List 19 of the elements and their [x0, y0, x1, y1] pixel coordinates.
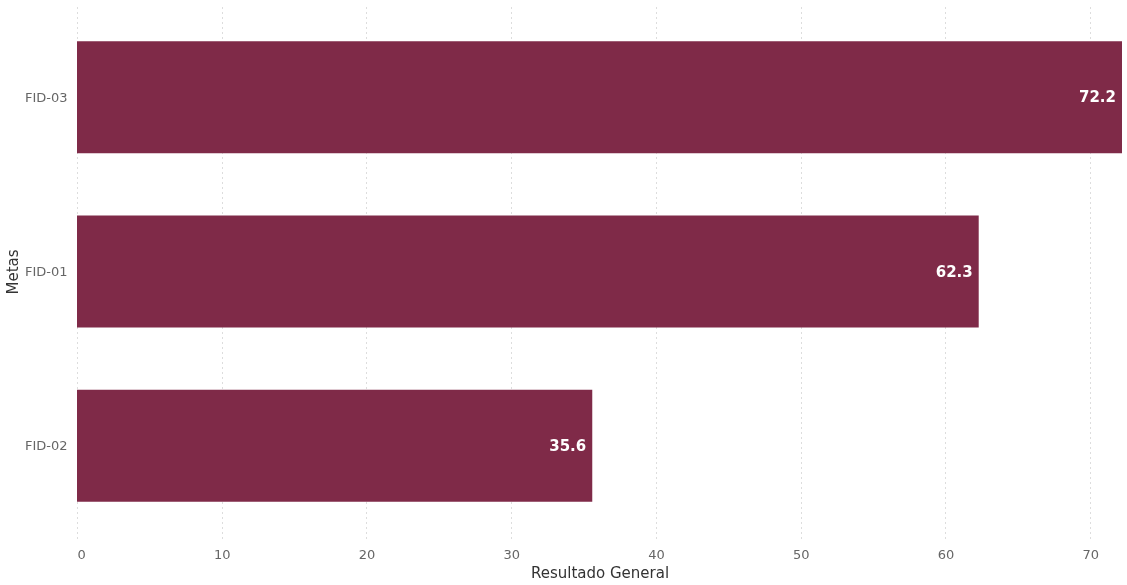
x-tick-label: 20	[358, 546, 376, 562]
bar	[77, 41, 1122, 154]
y-tick-label: FID-03	[24, 89, 68, 105]
x-tick-label: 0	[77, 546, 86, 562]
data-label: 62.3	[935, 262, 973, 281]
x-axis-title: Resultado General	[530, 563, 670, 582]
data-label: 35.6	[549, 436, 587, 455]
y-axis-title: Metas	[3, 249, 22, 295]
bar	[77, 389, 593, 502]
y-tick-label: FID-01	[24, 264, 68, 279]
x-tick-label: 40	[648, 546, 665, 562]
x-tick-label: 70	[1082, 546, 1099, 562]
data-label: 72.2	[1078, 88, 1116, 107]
x-tick-label: 50	[792, 546, 810, 562]
y-tick-label: FID-02	[24, 438, 68, 454]
x-tick-label: 30	[503, 546, 520, 562]
x-tick-label: 10	[213, 546, 231, 562]
x-tick-label: 60	[937, 546, 955, 562]
bar	[77, 215, 979, 328]
